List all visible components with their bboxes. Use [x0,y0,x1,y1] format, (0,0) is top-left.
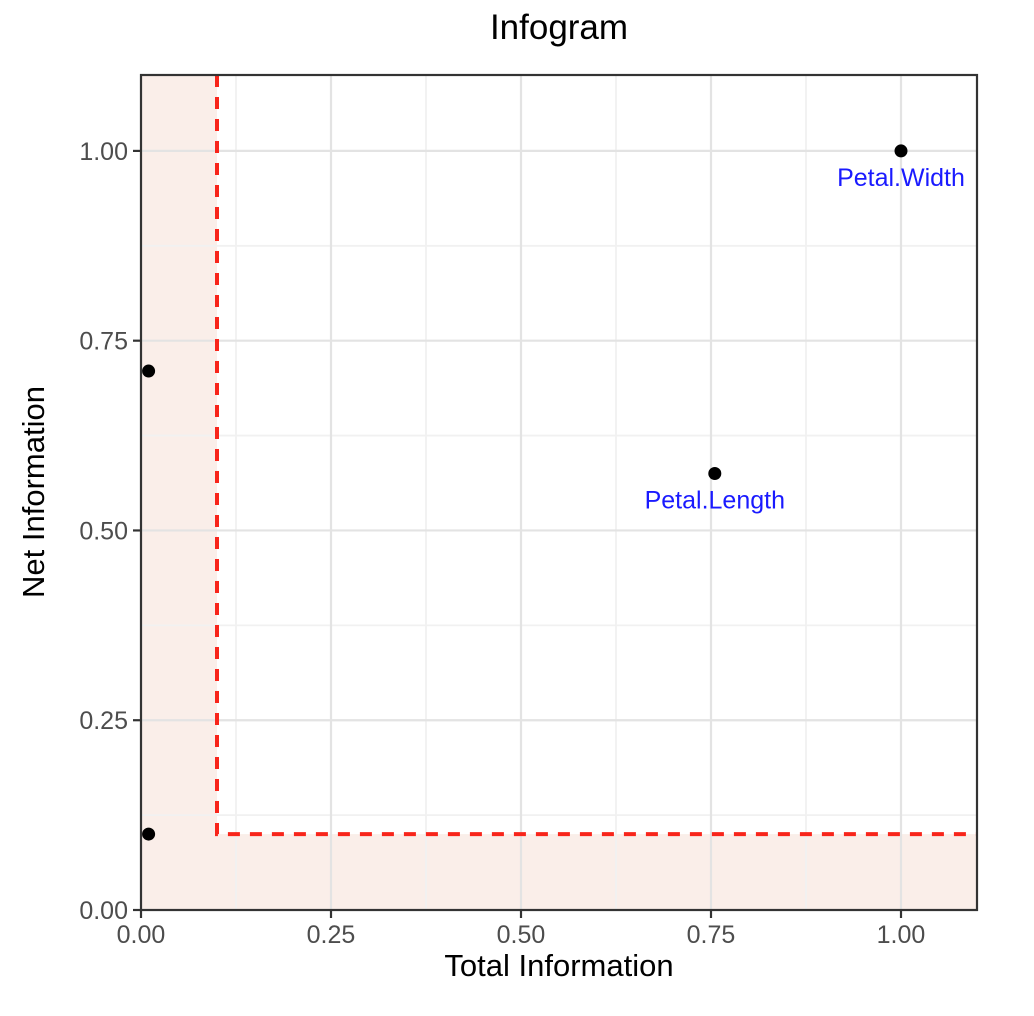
data-point [142,827,156,841]
chart-title: Infogram [489,8,629,47]
x-tick-label: 0.25 [307,921,356,949]
shaded-region [141,834,977,910]
point-label: Petal.Width [837,164,965,192]
point-label: Petal.Length [645,487,785,515]
x-axis-title: Total Information [444,948,674,983]
panel-background [141,75,977,910]
panel-border [139,73,979,912]
data-point [708,467,722,481]
threshold-line [215,75,977,837]
y-tick-label: 0.75 [79,328,128,356]
y-tick-label: 0.50 [79,517,128,545]
y-axis-title: Net Information [16,386,51,598]
y-tick-label: 0.00 [79,897,128,925]
y-tick-label: 0.25 [79,707,128,735]
x-tick-label: 0.00 [117,921,166,949]
data-point [894,144,908,158]
data-point [142,364,156,378]
x-tick-label: 0.50 [497,921,546,949]
x-tick-label: 0.75 [687,921,736,949]
shaded-region [141,75,217,910]
x-tick-label: 1.00 [877,921,926,949]
y-tick-label: 1.00 [79,138,128,166]
